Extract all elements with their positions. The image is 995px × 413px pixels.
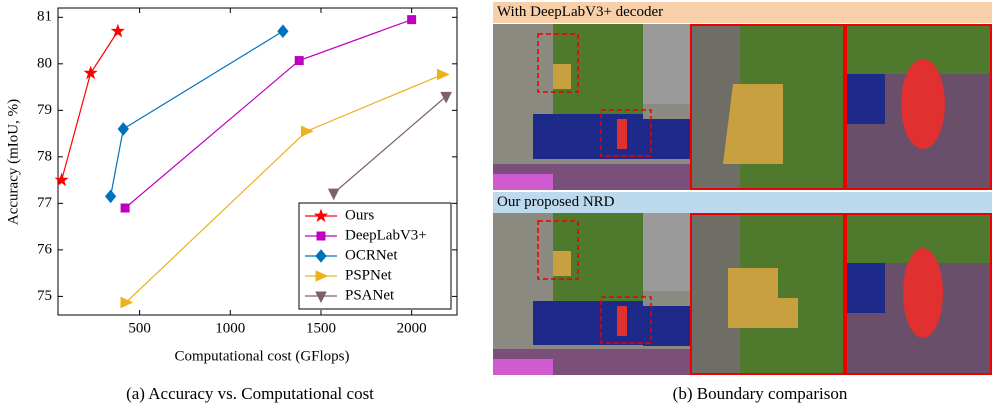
marker — [295, 57, 303, 65]
x-axis-label: Computational cost (GFlops) — [175, 348, 350, 364]
marker — [121, 204, 129, 212]
series-line — [334, 96, 446, 193]
series-line — [111, 31, 283, 196]
y-tick-label: 80 — [37, 55, 52, 71]
x-tick-label: 2000 — [397, 320, 427, 336]
marker — [329, 189, 339, 199]
x-tick-label: 1000 — [215, 320, 245, 336]
y-tick-label: 78 — [37, 148, 52, 164]
y-tick-label: 81 — [37, 9, 52, 25]
marker — [118, 123, 128, 135]
y-tick-label: 76 — [37, 241, 53, 257]
chart: Computational cost (GFlops) Accuracy (mI… — [0, 0, 470, 375]
series-line — [62, 31, 118, 180]
marker — [437, 70, 448, 80]
marker — [106, 190, 116, 202]
legend-label: Ours — [345, 207, 374, 223]
caption-b: (b) Boundary comparison — [560, 384, 960, 404]
legend-label: PSANet — [345, 287, 395, 303]
x-tick-label: 500 — [128, 320, 151, 336]
y-tick-label: 77 — [37, 195, 53, 211]
legend-label: PSPNet — [345, 267, 393, 283]
panel-label: Our proposed NRD — [493, 192, 992, 213]
y-tick-label: 75 — [37, 288, 52, 304]
marker — [408, 16, 416, 24]
marker — [301, 126, 312, 136]
series-line — [125, 20, 412, 208]
legend-marker — [317, 232, 325, 240]
segmentation-images — [493, 24, 992, 190]
caption-a: (a) Accuracy vs. Computational cost — [40, 384, 460, 404]
y-tick-label: 79 — [37, 102, 52, 118]
page: Computational cost (GFlops) Accuracy (mI… — [0, 0, 995, 413]
legend-label: OCRNet — [345, 247, 398, 263]
marker — [441, 92, 451, 102]
marker — [85, 67, 96, 78]
x-tick-label: 1500 — [306, 320, 336, 336]
segmentation-images — [493, 213, 992, 375]
marker — [278, 25, 288, 37]
marker — [112, 25, 123, 36]
y-axis-label: Accuracy (mIoU, %) — [5, 99, 21, 225]
legend-label: DeepLabV3+ — [345, 227, 427, 243]
panel-label: With DeepLabV3+ decoder — [493, 2, 992, 23]
